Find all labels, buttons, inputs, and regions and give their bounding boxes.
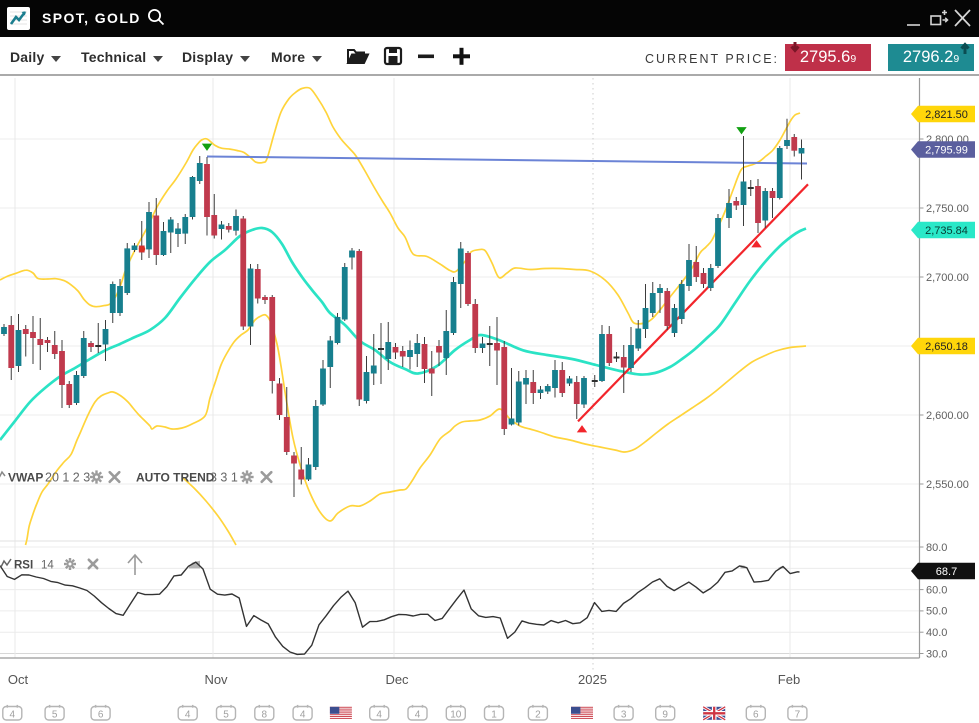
svg-text:7: 7 [795, 709, 801, 720]
svg-text:6: 6 [753, 709, 759, 720]
svg-text:30.0: 30.0 [926, 648, 947, 660]
svg-text:AUTO TREND: AUTO TREND [136, 471, 215, 485]
svg-text:3 3 1: 3 3 1 [210, 471, 238, 485]
svg-text:4: 4 [185, 709, 191, 720]
svg-text:2,750.00: 2,750.00 [926, 203, 969, 215]
svg-text:20 1 2 3: 20 1 2 3 [45, 471, 90, 485]
svg-text:2,700.00: 2,700.00 [926, 272, 969, 284]
svg-text:1: 1 [491, 709, 497, 720]
svg-text:2: 2 [535, 709, 541, 720]
svg-text:4: 4 [415, 709, 421, 720]
svg-text:6: 6 [98, 709, 104, 720]
svg-text:2,795.99: 2,795.99 [925, 144, 968, 156]
svg-text:Nov: Nov [204, 672, 228, 687]
svg-text:80.0: 80.0 [926, 542, 947, 554]
svg-text:4: 4 [300, 709, 306, 720]
svg-text:VWAP: VWAP [8, 471, 43, 485]
svg-text:Feb: Feb [778, 672, 800, 687]
svg-text:2,550.00: 2,550.00 [926, 479, 969, 491]
svg-text:3: 3 [621, 709, 627, 720]
svg-text:50.0: 50.0 [926, 606, 947, 618]
svg-text:Dec: Dec [385, 672, 409, 687]
svg-text:60.0: 60.0 [926, 584, 947, 596]
svg-text:2,600.00: 2,600.00 [926, 410, 969, 422]
svg-text:8: 8 [262, 709, 268, 720]
svg-text:9: 9 [662, 709, 668, 720]
svg-text:5: 5 [52, 709, 58, 720]
svg-text:68.7: 68.7 [936, 566, 957, 578]
svg-text:4: 4 [376, 709, 382, 720]
svg-text:10: 10 [450, 709, 462, 720]
svg-text:40.0: 40.0 [926, 627, 947, 639]
svg-text:4: 4 [10, 709, 16, 720]
svg-text:RSI: RSI [14, 560, 33, 572]
svg-text:Oct: Oct [8, 672, 29, 687]
svg-text:2,735.84: 2,735.84 [925, 225, 968, 237]
svg-text:2,821.50: 2,821.50 [925, 109, 968, 121]
svg-text:2025: 2025 [578, 672, 607, 687]
svg-text:5: 5 [223, 709, 229, 720]
svg-text:2,650.18: 2,650.18 [925, 341, 968, 353]
svg-text:14: 14 [41, 560, 54, 572]
